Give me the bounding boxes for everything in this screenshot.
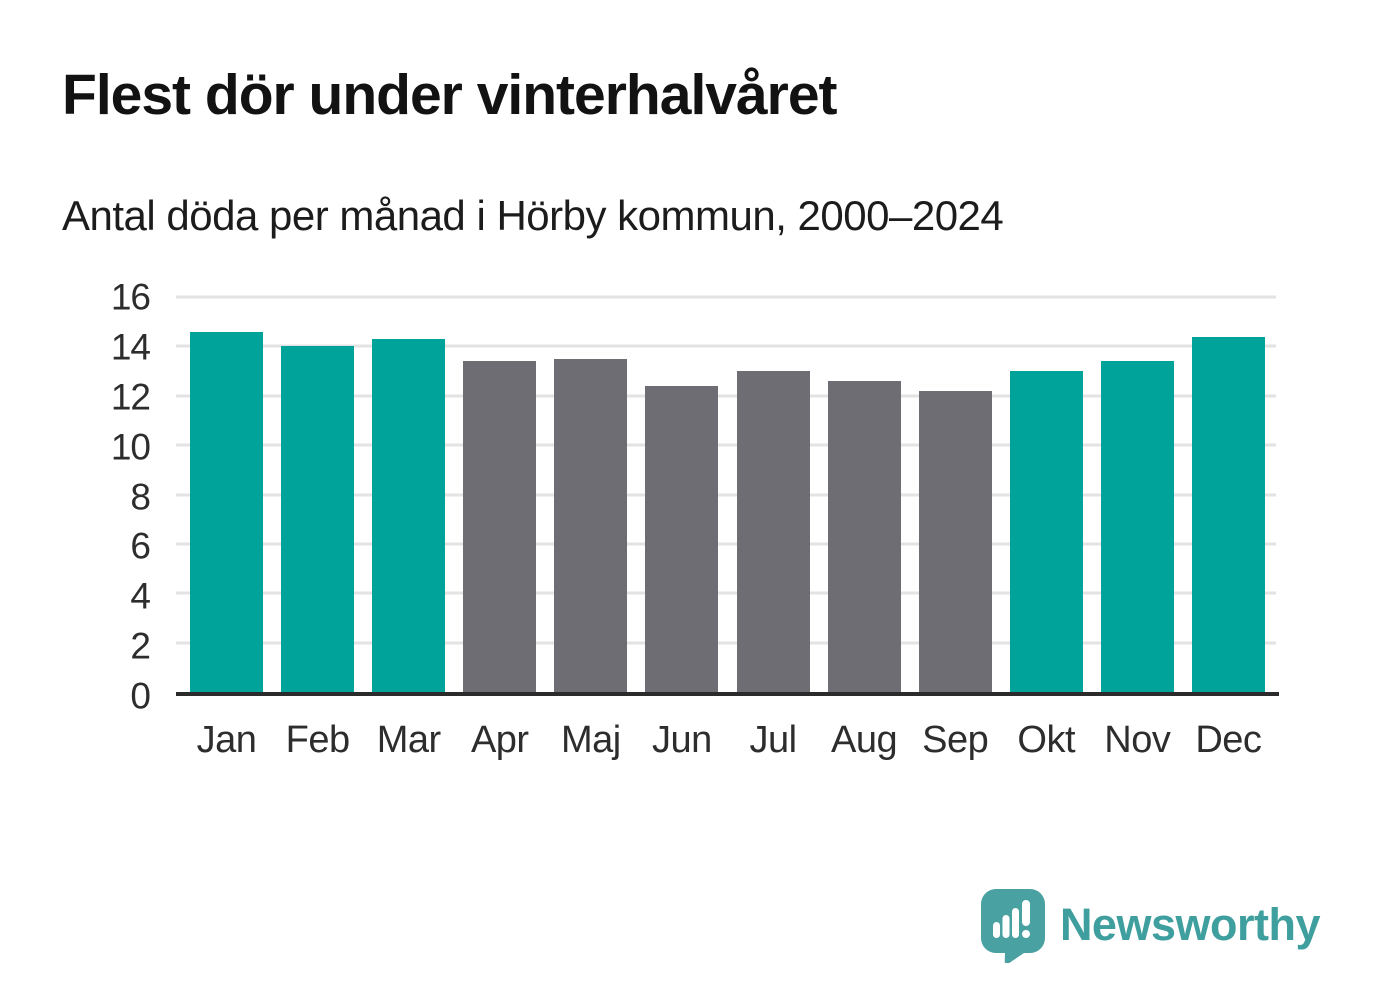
bars (176, 297, 1279, 692)
bar-slot-jun (636, 297, 727, 692)
bar-jun (645, 385, 719, 692)
x-tick-label-jun: Jun (652, 719, 712, 761)
logo-bar-2 (1002, 915, 1010, 938)
x-tick-label-aug: Aug (831, 719, 898, 761)
logo-bar-3 (1011, 908, 1019, 938)
x-tick-label-mar: Mar (376, 719, 441, 761)
y-tick-label-2: 2 (130, 625, 151, 667)
logo-exclamation-stem (1021, 900, 1030, 926)
gridline-16 (176, 295, 1276, 299)
bar-slot-okt (1001, 297, 1092, 692)
y-tick-label-4: 4 (130, 575, 151, 617)
y-tick-label-14: 14 (110, 326, 151, 368)
logo-text: Newsworthy (1059, 899, 1321, 950)
bar-slot-jul (727, 297, 818, 692)
bar-jan (190, 331, 264, 692)
bar-mar (372, 338, 446, 692)
x-tick-label-nov: Nov (1104, 719, 1171, 761)
plot-area (176, 295, 1279, 696)
x-tick-label-jul: Jul (749, 719, 797, 761)
bar-aug (827, 380, 901, 692)
y-tick-label-6: 6 (130, 525, 151, 567)
x-tick-label-apr: Apr (470, 719, 529, 761)
bar-jul (736, 371, 810, 692)
bar-slot-sep (910, 297, 1001, 692)
chart-title: Flest dör under vinterhalvåret (62, 63, 838, 127)
bar-slot-maj (545, 297, 636, 692)
bar-slot-apr (454, 297, 545, 692)
y-tick-label-10: 10 (110, 426, 151, 468)
bar-slot-feb (272, 297, 363, 692)
bar-slot-mar (363, 297, 454, 692)
y-tick-label-16: 16 (110, 276, 151, 318)
bar-feb (281, 346, 355, 692)
chart-subtitle: Antal döda per månad i Hörby kommun, 200… (62, 192, 1004, 239)
gridline-8 (176, 493, 1276, 496)
gridline-2 (176, 641, 1276, 645)
bar-slot-aug (819, 297, 910, 692)
y-tick-label-0: 0 (130, 675, 151, 717)
x-tick-label-sep: Sep (922, 719, 989, 761)
bar-slot-nov (1092, 297, 1183, 692)
y-axis: 0 2 4 6 8 10 12 14 16 (0, 279, 151, 715)
x-tick-label-dec: Dec (1195, 719, 1262, 761)
bar-chart-speech-bubble-icon (980, 889, 1045, 963)
bar-okt (1009, 371, 1083, 692)
logo-bar-1 (992, 922, 1000, 938)
gridline-10 (176, 443, 1276, 447)
x-tick-label-okt: Okt (1017, 719, 1076, 761)
bar-slot-dec (1183, 297, 1274, 692)
x-tick-label-maj: Maj (560, 719, 621, 761)
bar-sep (918, 390, 992, 692)
x-tick-label-feb: Feb (285, 719, 350, 761)
gridline-14 (176, 344, 1276, 348)
x-axis: Jan Feb Mar Apr Maj Jun Jul Aug Sep Okt Nov Dec (176, 719, 1279, 762)
bar-maj (554, 358, 628, 692)
gridlines (176, 295, 1279, 692)
y-tick-label-12: 12 (110, 376, 151, 418)
bar-dec (1191, 336, 1265, 692)
bar-apr (463, 361, 537, 692)
bar-slot-jan (181, 297, 272, 692)
gridline-4 (176, 591, 1276, 595)
gridline-12 (176, 394, 1276, 398)
newsworthy-logo: Newsworthy (980, 889, 1321, 963)
x-tick-label-jan: Jan (196, 719, 257, 761)
gridline-6 (176, 542, 1276, 546)
bar-nov (1100, 361, 1174, 692)
y-tick-label-8: 8 (130, 476, 151, 517)
logo-exclamation-dot (1021, 930, 1030, 938)
